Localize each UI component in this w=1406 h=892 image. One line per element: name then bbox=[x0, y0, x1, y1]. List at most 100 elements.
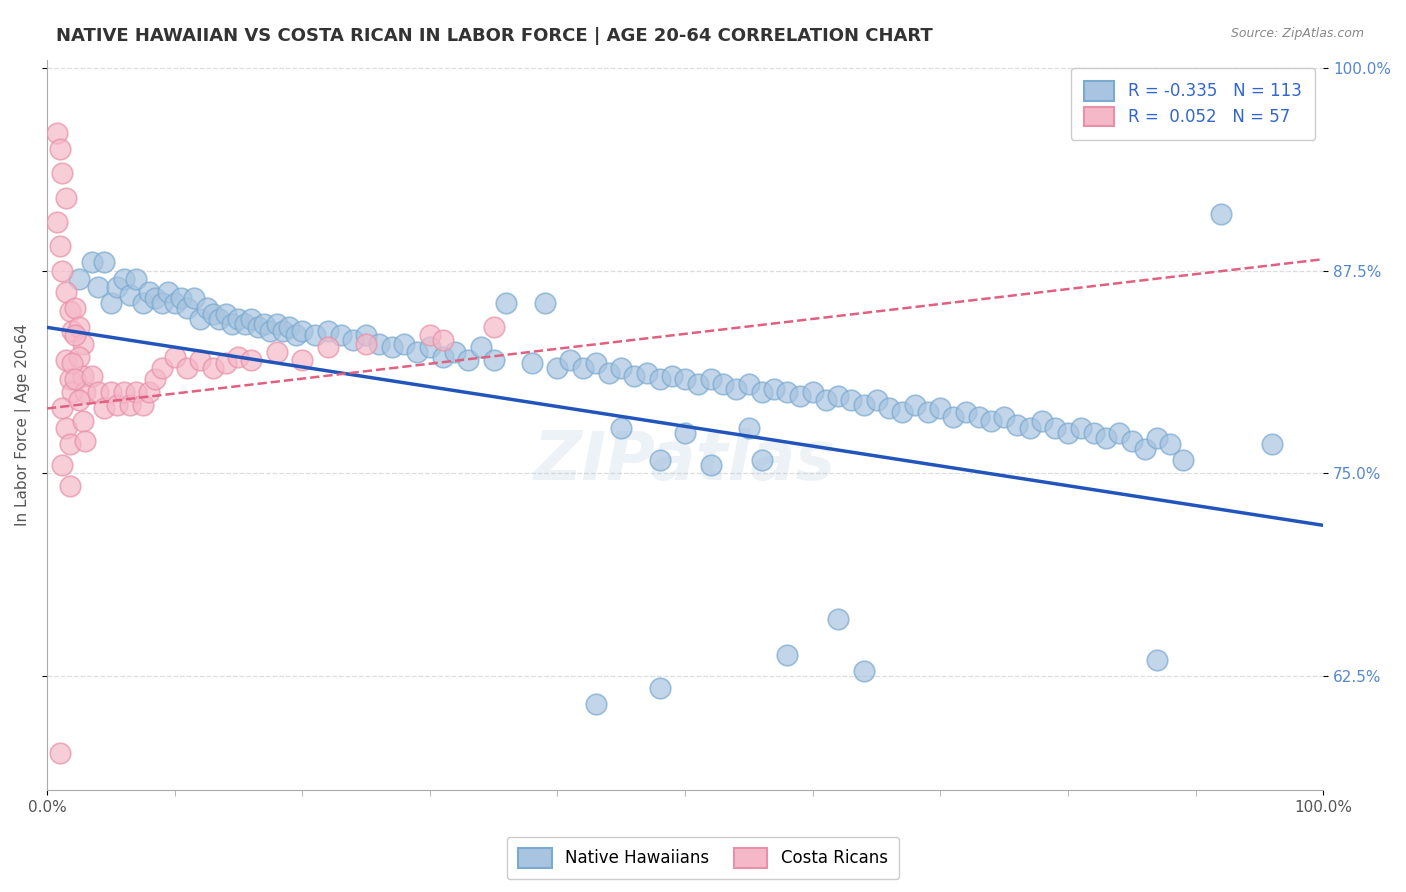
Point bbox=[93, 255, 115, 269]
Point bbox=[62, 324, 84, 338]
Point bbox=[105, 280, 128, 294]
Point bbox=[46, 215, 69, 229]
Point bbox=[572, 360, 595, 375]
Point bbox=[228, 350, 250, 364]
Point bbox=[1108, 425, 1130, 440]
Point bbox=[394, 336, 416, 351]
Point bbox=[55, 421, 77, 435]
Point bbox=[170, 291, 193, 305]
Point bbox=[904, 398, 927, 412]
Point bbox=[1095, 431, 1118, 445]
Point bbox=[51, 263, 73, 277]
Point bbox=[1133, 442, 1156, 456]
Point bbox=[163, 350, 186, 364]
Point bbox=[560, 352, 582, 367]
Point bbox=[610, 360, 633, 375]
Point bbox=[214, 307, 236, 321]
Legend: Native Hawaiians, Costa Ricans: Native Hawaiians, Costa Ricans bbox=[506, 837, 900, 880]
Point bbox=[673, 372, 696, 386]
Point bbox=[72, 415, 94, 429]
Point bbox=[271, 324, 294, 338]
Point bbox=[214, 356, 236, 370]
Point bbox=[1045, 421, 1067, 435]
Point bbox=[801, 385, 824, 400]
Point bbox=[699, 458, 721, 473]
Point bbox=[195, 301, 218, 315]
Point bbox=[329, 328, 352, 343]
Point bbox=[112, 385, 135, 400]
Point bbox=[993, 409, 1015, 424]
Point bbox=[891, 405, 914, 419]
Point bbox=[1057, 425, 1080, 440]
Point bbox=[879, 401, 901, 416]
Point bbox=[201, 360, 224, 375]
Point bbox=[67, 350, 90, 364]
Point bbox=[266, 317, 288, 331]
Point bbox=[233, 317, 256, 331]
Point bbox=[955, 405, 977, 419]
Point bbox=[75, 434, 97, 448]
Point bbox=[1146, 653, 1168, 667]
Point bbox=[585, 697, 607, 711]
Point bbox=[138, 385, 160, 400]
Point bbox=[59, 304, 82, 318]
Point bbox=[547, 360, 569, 375]
Point bbox=[228, 312, 250, 326]
Point bbox=[432, 350, 454, 364]
Point bbox=[495, 296, 517, 310]
Point bbox=[118, 398, 141, 412]
Point bbox=[208, 312, 231, 326]
Point bbox=[942, 409, 965, 424]
Point bbox=[131, 398, 153, 412]
Point bbox=[648, 372, 671, 386]
Point bbox=[661, 369, 683, 384]
Point bbox=[125, 385, 148, 400]
Point bbox=[63, 301, 86, 315]
Point bbox=[112, 271, 135, 285]
Y-axis label: In Labor Force | Age 20-64: In Labor Force | Age 20-64 bbox=[15, 324, 31, 526]
Point bbox=[62, 356, 84, 370]
Point bbox=[46, 126, 69, 140]
Point bbox=[93, 401, 115, 416]
Point bbox=[713, 377, 735, 392]
Point bbox=[381, 340, 404, 354]
Point bbox=[533, 296, 555, 310]
Point bbox=[457, 352, 479, 367]
Point bbox=[776, 385, 799, 400]
Point bbox=[157, 285, 180, 299]
Point bbox=[814, 393, 837, 408]
Point bbox=[284, 328, 307, 343]
Point bbox=[342, 334, 364, 348]
Point bbox=[201, 307, 224, 321]
Point bbox=[100, 385, 122, 400]
Point bbox=[1159, 437, 1181, 451]
Point bbox=[176, 301, 198, 315]
Point bbox=[316, 340, 339, 354]
Point bbox=[131, 296, 153, 310]
Point bbox=[367, 336, 389, 351]
Point bbox=[852, 398, 875, 412]
Point bbox=[145, 291, 167, 305]
Point bbox=[51, 458, 73, 473]
Point bbox=[598, 366, 620, 380]
Point bbox=[482, 320, 505, 334]
Point bbox=[253, 317, 276, 331]
Point bbox=[1121, 434, 1143, 448]
Point bbox=[444, 344, 467, 359]
Point bbox=[827, 612, 849, 626]
Point bbox=[48, 239, 70, 253]
Point bbox=[221, 317, 243, 331]
Point bbox=[1070, 421, 1092, 435]
Point bbox=[75, 385, 97, 400]
Point bbox=[520, 356, 543, 370]
Point bbox=[291, 324, 314, 338]
Point bbox=[278, 320, 301, 334]
Point bbox=[150, 296, 173, 310]
Point bbox=[699, 372, 721, 386]
Point bbox=[673, 425, 696, 440]
Point bbox=[1083, 425, 1105, 440]
Point bbox=[636, 366, 658, 380]
Point bbox=[648, 681, 671, 695]
Point bbox=[163, 296, 186, 310]
Point bbox=[1211, 207, 1233, 221]
